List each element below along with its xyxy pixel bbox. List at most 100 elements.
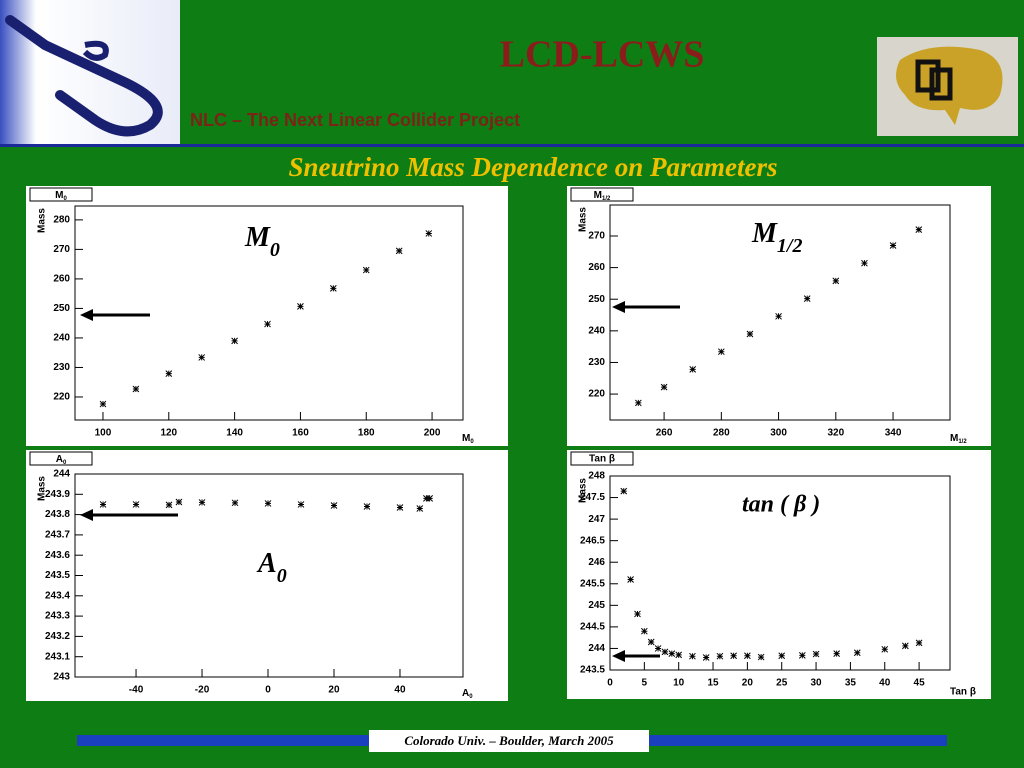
y-tick-label: 243.6 bbox=[45, 550, 70, 561]
data-point bbox=[264, 500, 272, 507]
subtitle: NLC – The Next Linear Collider Project bbox=[190, 110, 520, 130]
x-tick-label: 120 bbox=[160, 428, 177, 439]
data-point bbox=[661, 648, 669, 656]
plot-frame bbox=[74, 205, 464, 421]
arrow-head bbox=[612, 650, 625, 662]
x-tick-label: -40 bbox=[129, 685, 144, 696]
x-tick-label: 35 bbox=[845, 678, 857, 689]
data-point bbox=[426, 495, 434, 502]
y-tick-label: 245.5 bbox=[580, 578, 605, 589]
data-point bbox=[832, 277, 840, 285]
x-axis-title-sub: 0 bbox=[469, 694, 473, 700]
x-tick-label: 30 bbox=[810, 678, 822, 689]
annotation: M0 bbox=[244, 222, 280, 260]
data-point bbox=[175, 498, 183, 506]
box-label-sub: 0 bbox=[64, 196, 68, 202]
data-point bbox=[416, 505, 424, 512]
data-point bbox=[640, 627, 648, 635]
data-point bbox=[647, 638, 655, 646]
x-axis-title: A0 bbox=[462, 688, 473, 700]
x-tick-label: 0 bbox=[607, 678, 613, 689]
x-tick-label: 5 bbox=[642, 678, 648, 689]
y-tick-label: 244.5 bbox=[580, 622, 605, 633]
data-point bbox=[853, 649, 861, 657]
data-point bbox=[716, 652, 724, 660]
logo-shape bbox=[5, 15, 163, 137]
y-tick-label: 240 bbox=[53, 333, 70, 344]
y-tick-label: 246 bbox=[588, 557, 605, 568]
y-tick-label: 244 bbox=[53, 469, 70, 480]
data-point bbox=[297, 303, 304, 310]
y-tick-label: 243.2 bbox=[45, 631, 70, 642]
x-axis-title-base: M bbox=[462, 433, 470, 444]
x-axis-title: M1/2 bbox=[950, 433, 967, 445]
annotation: tan ( β ) bbox=[742, 492, 820, 518]
data-point bbox=[423, 495, 430, 502]
data-point bbox=[620, 487, 628, 495]
logo-letter-shape bbox=[929, 67, 953, 101]
x-tick-label: 140 bbox=[226, 428, 243, 439]
logo-shape bbox=[82, 40, 109, 61]
data-point bbox=[668, 650, 676, 657]
data-point bbox=[689, 366, 697, 373]
x-tick-label: 260 bbox=[656, 428, 673, 439]
data-point bbox=[702, 654, 710, 661]
y-axis-title: Mass bbox=[37, 476, 48, 501]
x-tick-label: 180 bbox=[358, 428, 375, 439]
y-tick-label: 240 bbox=[588, 325, 605, 336]
data-point bbox=[396, 504, 404, 511]
y-tick-label: 230 bbox=[588, 357, 605, 368]
data-point bbox=[757, 653, 765, 661]
slide-title: Sneutrino Mass Dependence on Parameters bbox=[288, 152, 777, 182]
annotation-sub: 0 bbox=[270, 239, 280, 261]
annotation: M1/2 bbox=[751, 218, 802, 256]
data-point bbox=[675, 651, 683, 659]
data-point bbox=[99, 400, 107, 408]
data-point bbox=[165, 501, 173, 509]
data-point bbox=[798, 651, 806, 659]
data-point bbox=[881, 645, 889, 653]
data-point bbox=[902, 642, 909, 650]
y-tick-label: 245 bbox=[588, 600, 605, 611]
box-label: M0 bbox=[55, 190, 67, 202]
y-tick-label: 246.5 bbox=[580, 535, 605, 546]
x-tick-label: 10 bbox=[673, 678, 685, 689]
box-label-frame bbox=[29, 451, 93, 466]
footer-box bbox=[369, 730, 649, 752]
y-tick-label: 243.1 bbox=[45, 651, 70, 662]
y-tick-label: 247 bbox=[588, 514, 605, 525]
data-point bbox=[231, 499, 239, 507]
box-label-base: A bbox=[56, 454, 63, 465]
y-tick-label: 243.3 bbox=[45, 611, 70, 622]
box-label: Tan β bbox=[589, 454, 615, 465]
y-tick-label: 250 bbox=[588, 294, 605, 305]
y-tick-label: 243.4 bbox=[45, 590, 70, 601]
data-point bbox=[861, 259, 868, 267]
annotation: A0 bbox=[256, 548, 287, 586]
y-tick-label: 230 bbox=[53, 362, 70, 373]
data-point bbox=[198, 354, 206, 361]
y-tick-label: 243.9 bbox=[45, 489, 70, 500]
x-tick-label: 160 bbox=[292, 428, 309, 439]
panel bbox=[26, 450, 508, 701]
logo-letter-shape bbox=[915, 59, 941, 93]
x-tick-label: 40 bbox=[394, 685, 406, 696]
data-point bbox=[803, 295, 811, 302]
data-point bbox=[744, 652, 751, 660]
x-tick-label: 300 bbox=[770, 428, 787, 439]
x-tick-label: 45 bbox=[914, 678, 926, 689]
y-tick-label: 280 bbox=[53, 215, 70, 226]
data-point bbox=[329, 284, 337, 292]
y-tick-label: 243.7 bbox=[45, 530, 70, 541]
data-point bbox=[915, 639, 923, 647]
plot-frame bbox=[609, 204, 951, 421]
x-tick-label: 15 bbox=[707, 678, 719, 689]
y-tick-label: 220 bbox=[588, 389, 605, 400]
box-label-base: M bbox=[55, 190, 63, 201]
box-label-sub: 1/2 bbox=[602, 196, 611, 202]
x-tick-label: 20 bbox=[742, 678, 754, 689]
data-point bbox=[915, 226, 923, 234]
